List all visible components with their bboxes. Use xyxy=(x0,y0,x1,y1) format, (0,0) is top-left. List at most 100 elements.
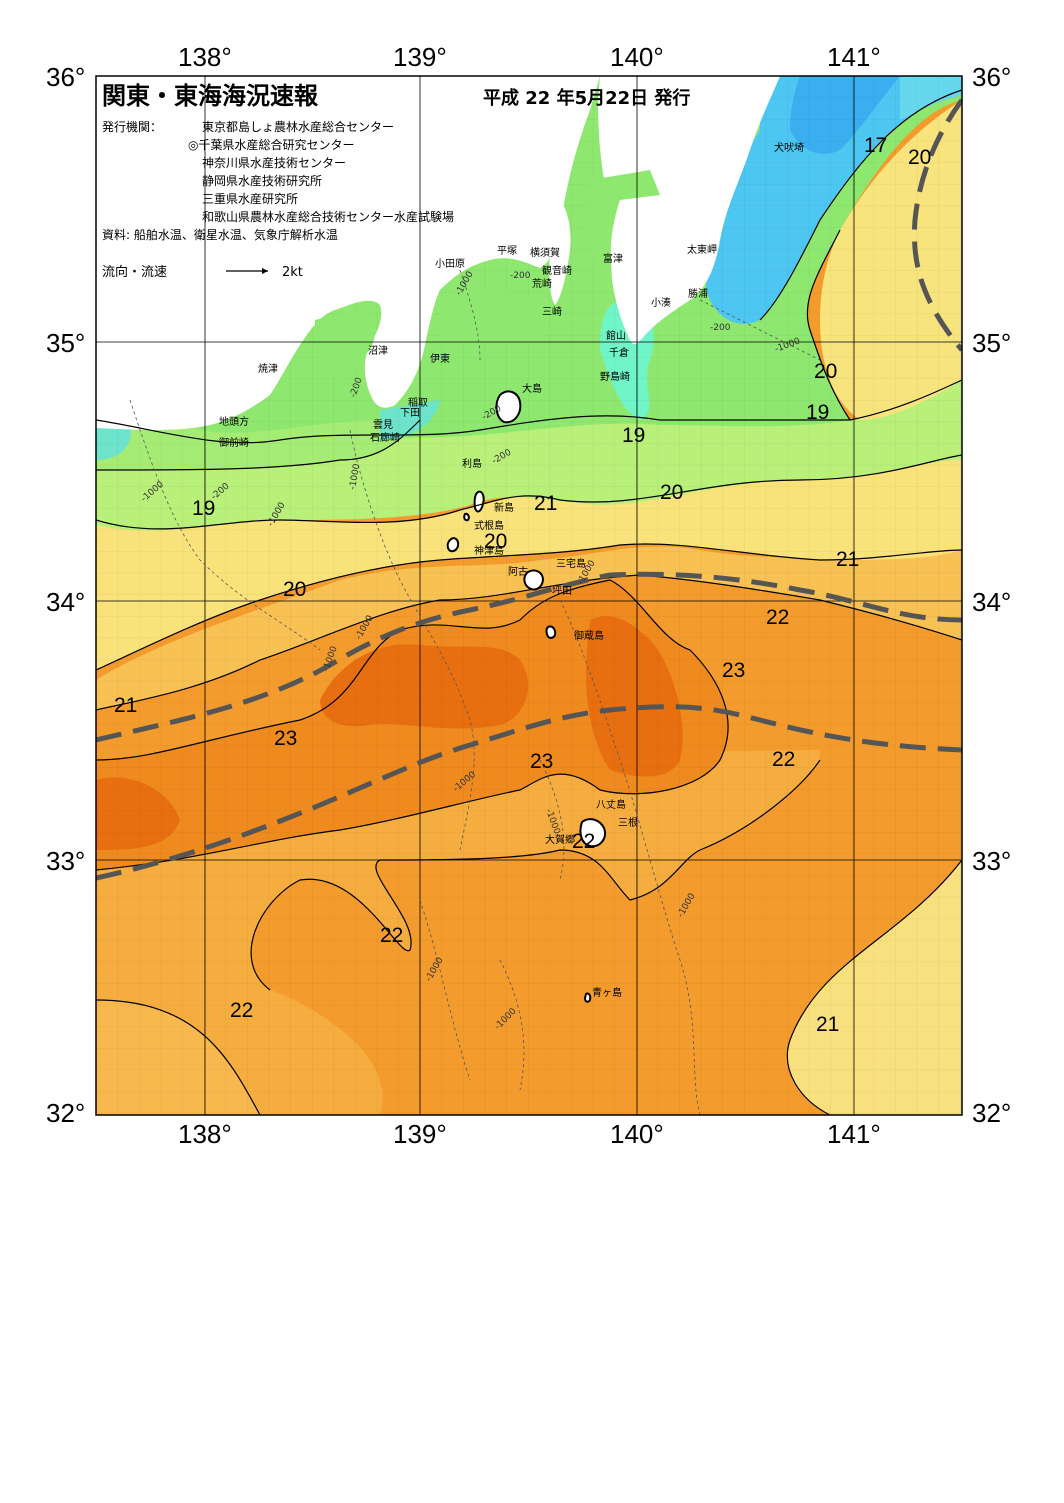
place-jitokata: 地頭方 xyxy=(219,415,249,428)
longitude-labels-top: 138° 139° 140° 141° xyxy=(178,42,881,72)
place-hachijojima: 八丈島 xyxy=(596,798,626,811)
temp-label: 20 xyxy=(484,530,507,553)
current-legend: 流向・流速 2kt xyxy=(102,264,303,280)
lon-label-141-bottom: 141° xyxy=(827,1119,881,1149)
lon-label-141-top: 141° xyxy=(827,42,881,72)
issuer-6: 和歌山県農林水産総合技術センター水産試験場 xyxy=(202,209,454,224)
map-frame xyxy=(95,75,963,1116)
kuroshio-axis xyxy=(96,98,962,881)
temp-label: 21 xyxy=(816,1013,839,1036)
land xyxy=(96,76,780,430)
temp-label: 20 xyxy=(908,146,931,169)
issuer-list: 発行機関： 東京都島しょ農林水産総合センター ◎千葉県水産総合研究センター 神奈… xyxy=(102,119,454,242)
temp-label: 19 xyxy=(622,424,645,447)
lat-label-32-right: 32° xyxy=(972,1098,1011,1128)
lon-label-138-bottom: 138° xyxy=(178,1119,232,1149)
temp-label: 21 xyxy=(534,492,557,515)
issuer-2: ◎千葉県水産総合研究センター xyxy=(188,137,354,152)
temp-label: 22 xyxy=(772,748,795,771)
place-shikinejima: 式根島 xyxy=(474,519,504,532)
temp-label: 23 xyxy=(722,659,745,682)
place-odawara: 小田原 xyxy=(435,258,465,270)
islands xyxy=(446,390,606,1003)
temperature-labels: 17 20 20 19 19 20 19 21 20 21 20 22 23 2… xyxy=(114,134,931,1036)
place-kozushima: 神津島 xyxy=(474,544,504,557)
place-kumomi: 雲見 xyxy=(373,419,393,431)
temp-label: 20 xyxy=(660,481,683,504)
temp-label: 23 xyxy=(530,750,553,773)
longitude-labels-bottom: 138° 139° 140° 141° xyxy=(178,1119,881,1149)
place-ito: 伊東 xyxy=(430,352,450,365)
temp-label: 17 xyxy=(864,134,887,157)
lat-label-36-right: 36° xyxy=(972,62,1011,92)
depth-label: -200 xyxy=(710,323,731,333)
place-tateyama: 館山 xyxy=(606,329,626,342)
data-sources: 資料: 船舶水温、衛星水温、気象庁解析水温 xyxy=(102,227,338,242)
latitude-labels-left: 36° 35° 34° 33° 32° xyxy=(46,62,85,1128)
temp-label: 22 xyxy=(380,924,403,947)
issuer-4: 静岡県水産技術研究所 xyxy=(202,173,322,188)
place-omaezaki: 御前崎 xyxy=(219,436,249,449)
current-legend-label: 流向・流速 xyxy=(102,264,167,280)
temp-label: 22 xyxy=(572,830,595,853)
place-shimoda: 下田 xyxy=(400,408,420,419)
lon-label-140-bottom: 140° xyxy=(610,1119,664,1149)
place-numazu: 沼津 xyxy=(368,344,388,357)
place-niijima: 新島 xyxy=(494,501,514,514)
lat-label-34-right: 34° xyxy=(972,587,1011,617)
place-kominato: 小湊 xyxy=(651,296,671,309)
place-inubosaki: 犬吠埼 xyxy=(774,141,804,154)
place-chikura: 千倉 xyxy=(609,346,629,359)
depth-contours xyxy=(129,269,821,1115)
current-legend-speed: 2kt xyxy=(282,265,303,280)
lat-label-32-left: 32° xyxy=(46,1098,85,1128)
lat-label-35-left: 35° xyxy=(46,328,85,358)
lat-label-33-left: 33° xyxy=(46,846,85,876)
map-title: 関東・東海海況速報 xyxy=(102,82,319,110)
temp-label: 19 xyxy=(192,497,215,520)
place-inatori: 稲取 xyxy=(408,397,428,409)
issuer-label: 発行機関： xyxy=(102,119,162,134)
place-aogashima: 青ヶ島 xyxy=(592,986,622,999)
latitude-labels-right: 36° 35° 34° 33° 32° xyxy=(972,62,1011,1128)
temp-label: 20 xyxy=(283,578,306,601)
place-tsubota: 坪田 xyxy=(552,584,572,597)
issuer-1: 東京都島しょ農林水産総合センター xyxy=(202,119,394,134)
temp-label: 22 xyxy=(230,999,253,1022)
temp-label: 20 xyxy=(814,360,837,383)
place-kannonzaki: 観音崎 xyxy=(542,264,572,277)
temp-label: 23 xyxy=(274,727,297,750)
isotherms xyxy=(96,89,962,1115)
place-yokosuka: 横須賀 xyxy=(530,246,560,259)
lon-label-138-top: 138° xyxy=(178,42,232,72)
lat-label-34-left: 34° xyxy=(46,587,85,617)
lon-label-140-top: 140° xyxy=(610,42,664,72)
lon-label-139-bottom: 139° xyxy=(393,1119,447,1149)
place-misaki: 三崎 xyxy=(542,305,562,318)
lat-label-36-left: 36° xyxy=(46,62,85,92)
place-taitomisaki: 太東岬 xyxy=(687,243,717,256)
place-hiratsuka: 平塚 xyxy=(497,245,517,257)
lon-label-139-top: 139° xyxy=(393,42,447,72)
temp-label: 21 xyxy=(836,548,859,571)
place-tomitsu: 富津 xyxy=(603,252,623,265)
lat-label-33-right: 33° xyxy=(972,846,1011,876)
depth-label: -1000 xyxy=(348,463,362,491)
place-ako: 阿古 xyxy=(508,565,528,578)
place-okago: 大賀郷 xyxy=(545,833,575,846)
place-toshima: 利島 xyxy=(462,457,482,470)
place-mikurajima: 御蔵島 xyxy=(574,629,604,642)
place-nojimazaki: 野島崎 xyxy=(600,370,630,383)
place-yaizu: 焼津 xyxy=(258,363,278,375)
depth-label: -200 xyxy=(510,271,531,281)
place-katsuura: 勝浦 xyxy=(688,287,708,300)
issue-date: 平成 22 年5月22日 発行 xyxy=(483,87,690,109)
graticule xyxy=(96,76,962,1115)
place-miyakejima: 三宅島 xyxy=(556,557,586,570)
temp-label: 21 xyxy=(114,694,137,717)
temp-label: 22 xyxy=(766,606,789,629)
issuer-3: 神奈川県水産技術センター xyxy=(202,155,346,170)
issuer-5: 三重県水産研究所 xyxy=(202,191,298,206)
temp-label: 19 xyxy=(806,401,829,424)
